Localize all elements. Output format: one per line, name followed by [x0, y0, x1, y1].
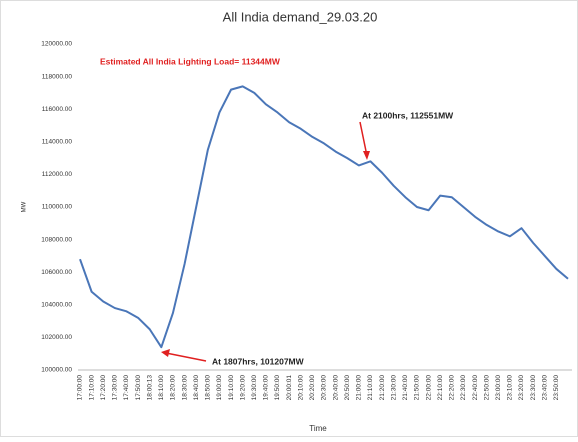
x-tick-label: 20:50:00 — [344, 375, 351, 401]
x-tick-label: 23:30:00 — [530, 375, 537, 401]
x-tick-label: 22:30:00 — [460, 375, 467, 401]
arrow-head — [161, 349, 170, 357]
x-tick-label: 23:50:00 — [553, 375, 560, 401]
y-axis-label: MW — [22, 201, 28, 212]
x-tick-label: 21:10:00 — [367, 375, 374, 401]
annotation: Estimated All India Lighting Load= 11344… — [100, 56, 281, 66]
x-tick-label: 17:50:00 — [135, 375, 142, 401]
x-tick-label: 22:00:00 — [425, 375, 432, 401]
x-tick-label: 18:30:00 — [181, 375, 188, 401]
x-tick-label: 19:20:00 — [239, 375, 246, 401]
y-tick-label: 104000.00 — [41, 302, 72, 309]
x-tick-label: 19:50:00 — [274, 375, 281, 401]
x-tick-label: 19:30:00 — [251, 375, 258, 401]
annotation: At 1807hrs, 101207MW — [212, 356, 305, 366]
x-tick-label: 20:10:00 — [297, 375, 304, 401]
chart-title: All India demand_29.03.20 — [223, 9, 378, 24]
y-tick-label: 108000.00 — [41, 236, 72, 243]
x-tick-label: 23:40:00 — [541, 375, 548, 401]
x-tick-label: 19:10:00 — [228, 375, 235, 401]
x-tick-label: 17:30:00 — [112, 375, 119, 401]
x-tick-label: 18:40:00 — [193, 375, 200, 401]
y-tick-label: 106000.00 — [41, 269, 72, 276]
x-tick-label: 21:50:00 — [414, 375, 421, 401]
x-tick-label: 23:20:00 — [518, 375, 525, 401]
y-tick-label: 120000.00 — [41, 41, 72, 48]
x-tick-label: 18:20:00 — [170, 375, 177, 401]
x-tick-label: 22:20:00 — [449, 375, 456, 401]
x-tick-label: 20:00:01 — [286, 375, 293, 401]
y-tick-label: 102000.00 — [41, 334, 72, 341]
arrow-head — [363, 151, 370, 160]
y-tick-label: 118000.00 — [42, 73, 73, 80]
x-tick-label: 21:40:00 — [402, 375, 409, 401]
x-tick-label: 22:10:00 — [437, 375, 444, 401]
x-tick-label: 22:40:00 — [472, 375, 479, 401]
x-tick-label: 21:30:00 — [390, 375, 397, 401]
arrow — [359, 121, 368, 157]
x-tick-label: 19:00:00 — [216, 375, 223, 401]
x-tick-label: 18:50:00 — [205, 375, 212, 401]
x-axis-label: Time — [309, 424, 327, 433]
x-tick-label: 18:10:00 — [158, 375, 165, 401]
x-tick-label: 21:00:00 — [356, 375, 363, 401]
y-tick-label: 114000.00 — [42, 139, 73, 146]
annotation: At 2100hrs, 112551MW — [362, 110, 454, 120]
y-tick-label: 110000.00 — [42, 204, 73, 211]
y-tick-label: 116000.00 — [42, 106, 73, 113]
x-tick-label: 17:10:00 — [88, 375, 95, 401]
x-tick-label: 20:20:00 — [309, 375, 316, 401]
x-tick-label: 18:00:13 — [146, 375, 153, 401]
y-tick-label: 112000.00 — [42, 171, 73, 178]
x-tick-label: 20:40:00 — [332, 375, 339, 401]
y-tick-label: 100000.00 — [41, 367, 72, 374]
x-tick-label: 17:00:00 — [77, 375, 84, 401]
x-tick-label: 23:00:00 — [495, 375, 502, 401]
x-tick-label: 17:40:00 — [123, 375, 130, 401]
x-tick-label: 17:20:00 — [100, 375, 107, 401]
x-tick-label: 19:40:00 — [263, 375, 270, 401]
line-series — [79, 85, 569, 349]
arrow — [165, 352, 207, 362]
x-tick-label: 20:30:00 — [321, 375, 328, 401]
x-tick-label: 22:50:00 — [483, 375, 490, 401]
x-tick-label: 23:10:00 — [507, 375, 514, 401]
x-tick-label: 21:20:00 — [379, 375, 386, 401]
